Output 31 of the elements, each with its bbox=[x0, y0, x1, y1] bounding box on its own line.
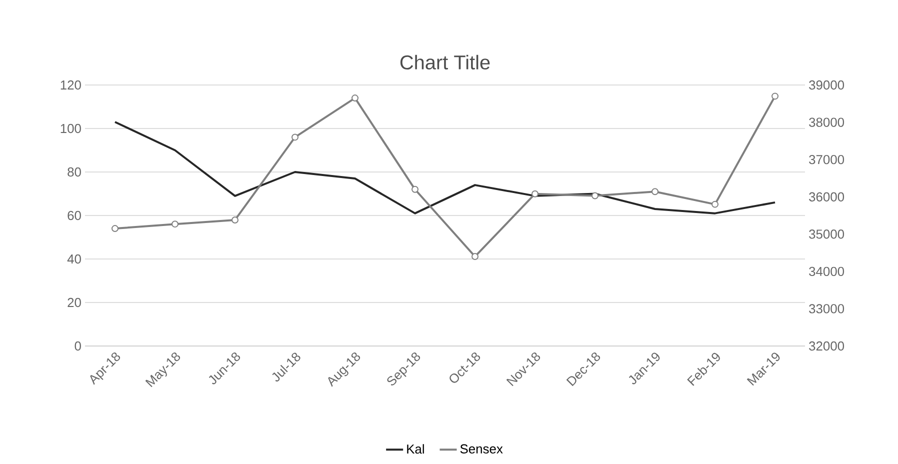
legend-label: Sensex bbox=[460, 444, 503, 454]
y2-tick-label: 34000 bbox=[809, 266, 844, 276]
point bbox=[532, 190, 538, 198]
chart-title: Chart Title bbox=[400, 54, 490, 70]
point bbox=[652, 188, 658, 196]
y-tick-label: 40 bbox=[67, 254, 81, 264]
legend-label: Kal bbox=[407, 444, 424, 454]
y2-tick-label: 36000 bbox=[809, 192, 844, 202]
y-tick-label: 120 bbox=[60, 80, 81, 90]
line-series bbox=[114, 120, 776, 214]
point bbox=[292, 134, 298, 141]
y-tick-label: 100 bbox=[60, 124, 81, 134]
y2-tick-label: 35000 bbox=[809, 230, 844, 239]
y-tick-label: 80 bbox=[68, 167, 81, 177]
y2-tick-label: 33000 bbox=[809, 304, 844, 314]
point bbox=[352, 94, 358, 102]
y-tick-label: 20 bbox=[68, 298, 81, 308]
y-tick-label: 60 bbox=[68, 210, 81, 220]
y2-tick-label: 38000 bbox=[809, 118, 844, 127]
y2-tick-label: 37000 bbox=[809, 154, 844, 164]
point bbox=[412, 186, 418, 193]
point bbox=[172, 220, 178, 228]
point bbox=[472, 253, 478, 260]
point bbox=[772, 92, 778, 100]
y-tick-label: 0 bbox=[74, 341, 81, 351]
y2-tick-label: 32000 bbox=[809, 341, 844, 351]
point bbox=[232, 216, 238, 224]
point bbox=[712, 200, 718, 208]
y2-tick-label: 39000 bbox=[809, 80, 844, 90]
point bbox=[592, 192, 598, 200]
point bbox=[112, 225, 118, 232]
